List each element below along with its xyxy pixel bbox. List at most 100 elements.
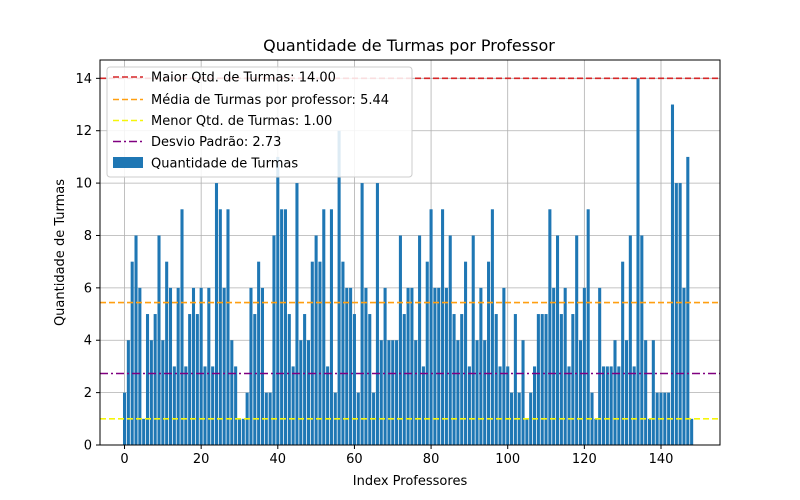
x-tick-label: 20 xyxy=(193,452,210,467)
bar xyxy=(299,340,303,445)
bar xyxy=(502,287,506,445)
bar xyxy=(418,235,422,445)
bar xyxy=(632,366,636,445)
x-tick-label: 0 xyxy=(120,452,128,467)
bar xyxy=(149,340,153,445)
y-tick-label: 0 xyxy=(84,439,92,454)
bar xyxy=(268,392,272,445)
bar xyxy=(360,183,364,445)
bar xyxy=(521,340,525,445)
bar xyxy=(314,235,318,445)
y-tick-label: 8 xyxy=(84,229,92,244)
bar xyxy=(142,418,146,445)
bar xyxy=(594,418,598,445)
bar xyxy=(483,340,487,445)
bar xyxy=(498,366,502,445)
bar xyxy=(138,287,142,445)
bar xyxy=(613,340,617,445)
y-tick-label: 14 xyxy=(75,72,92,87)
bar xyxy=(272,235,276,445)
bar xyxy=(134,235,138,445)
bar xyxy=(349,287,353,445)
bar xyxy=(383,287,387,445)
bar xyxy=(234,366,238,445)
bar xyxy=(513,314,517,445)
bar xyxy=(487,261,491,445)
bar xyxy=(191,287,196,445)
bar xyxy=(306,340,310,445)
bar xyxy=(126,340,130,445)
bar xyxy=(176,287,180,445)
legend-bar-swatch xyxy=(113,157,143,168)
bar xyxy=(433,287,437,445)
bar xyxy=(122,392,127,445)
bar xyxy=(552,287,556,445)
bar xyxy=(536,314,540,445)
bar xyxy=(410,287,414,445)
legend-label: Média de Turmas por professor: 5.44 xyxy=(151,93,389,108)
bar xyxy=(237,418,242,445)
bar xyxy=(670,104,675,446)
x-tick-label: 80 xyxy=(423,452,440,467)
y-tick-label: 4 xyxy=(84,334,92,349)
bar xyxy=(598,287,602,445)
legend-box xyxy=(106,66,413,178)
bar xyxy=(257,261,261,445)
bar xyxy=(540,314,544,445)
bar xyxy=(682,287,686,445)
bar xyxy=(310,261,314,445)
bar xyxy=(529,392,533,445)
bar xyxy=(402,314,406,445)
bar xyxy=(318,261,322,445)
y-axis-label: Quantidade de Turmas xyxy=(53,179,68,326)
x-tick-label: 140 xyxy=(649,452,674,467)
y-tick-label: 6 xyxy=(84,281,92,296)
bar xyxy=(211,366,215,445)
bar xyxy=(253,314,257,445)
legend-label: Desvio Padrão: 2.73 xyxy=(151,135,281,150)
bar xyxy=(456,340,460,445)
bar xyxy=(444,287,448,445)
bar xyxy=(364,287,368,445)
bar xyxy=(421,366,425,445)
x-tick-label: 120 xyxy=(572,452,597,467)
bar xyxy=(479,287,483,445)
bar xyxy=(395,340,399,445)
bar xyxy=(506,366,510,445)
bar xyxy=(655,392,659,445)
legend-label: Maior Qtd. de Turmas: 14.00 xyxy=(151,71,336,86)
x-tick-label: 100 xyxy=(495,452,520,467)
bar xyxy=(283,209,287,445)
bar xyxy=(555,235,560,445)
chart-title: Quantidade de Turmas por Professor xyxy=(263,36,555,55)
bar xyxy=(490,209,494,445)
bar xyxy=(448,235,452,445)
bar xyxy=(429,209,433,445)
bar xyxy=(260,287,265,445)
bar xyxy=(226,209,230,445)
bar xyxy=(559,314,563,445)
bar xyxy=(582,287,586,445)
bar xyxy=(575,235,579,445)
bar xyxy=(322,209,326,445)
bar xyxy=(249,287,253,445)
legend-label: Menor Qtd. de Turmas: 1.00 xyxy=(151,114,332,129)
bar xyxy=(199,287,203,445)
bar xyxy=(571,314,575,445)
bar xyxy=(203,366,207,445)
bar xyxy=(130,261,134,445)
plot-frame xyxy=(99,59,721,446)
bar xyxy=(467,366,471,445)
bar xyxy=(222,287,226,445)
bar xyxy=(548,209,552,445)
bar xyxy=(406,287,410,445)
bar xyxy=(280,209,284,445)
bar xyxy=(145,314,150,445)
bar xyxy=(157,235,161,445)
bars xyxy=(122,78,694,446)
bar xyxy=(241,418,245,445)
bar xyxy=(636,78,640,445)
bar xyxy=(291,366,295,445)
bar xyxy=(295,183,299,445)
